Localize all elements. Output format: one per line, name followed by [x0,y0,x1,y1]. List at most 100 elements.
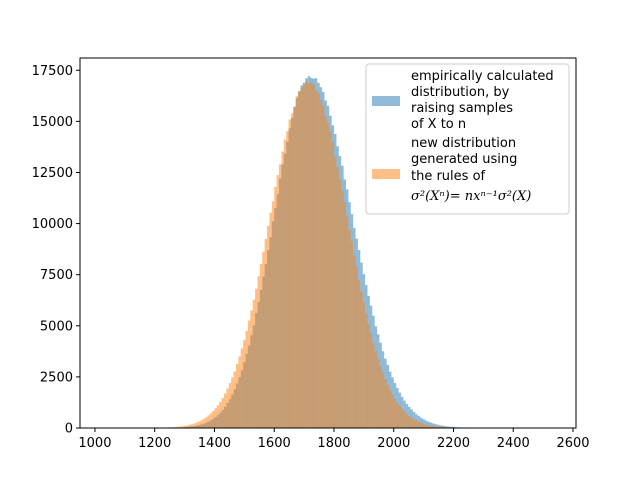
legend-new-line-3: the rules of [411,169,486,184]
histogram-bar [204,417,208,428]
histogram-bar [305,81,308,428]
x-tick-label: 1800 [317,436,350,451]
x-tick-label: 1200 [138,436,171,451]
histogram-bar [281,151,284,428]
histogram-bar [345,215,349,428]
histogram-bar [384,379,387,428]
histogram-bar [439,426,442,428]
histogram-bar [424,424,428,428]
histogram-bar [274,186,277,428]
x-tick-label: 1400 [198,436,231,451]
histogram-bar [188,424,191,428]
legend-box [365,63,570,215]
histogram-bar [372,342,375,428]
histogram-bar [317,92,320,428]
histogram-bar [417,421,421,428]
histogram-bar [386,384,390,428]
legend-new-formula: σ²(Xⁿ)= nxⁿ⁻¹σ²(X) [411,189,531,204]
histogram-bar [283,139,287,429]
histogram-bar [431,423,435,428]
histogram-bar [200,420,203,428]
y-tick-label: 0 [65,422,73,437]
legend-new-line-1: new distribution [411,136,516,151]
histogram-bar [329,131,332,428]
legend: empirically calculated distribution, by … [365,63,570,215]
histogram-bar [338,179,342,428]
histogram-bar [429,422,433,428]
histogram-bar [448,426,452,428]
histogram-bar [341,190,344,428]
histogram-bar [269,212,272,428]
histogram-bar [434,424,437,428]
y-tick-label: 7500 [40,268,73,283]
histogram-bar [427,421,430,428]
histogram-bar [424,420,428,428]
histogram-bar [278,164,282,429]
y-tick-label: 2500 [40,370,73,385]
histogram-bar [178,426,182,428]
histogram-bar [403,411,406,428]
histogram-bar [288,119,291,428]
histogram-bar [357,280,361,428]
histogram-bar [209,413,213,428]
histogram-bar [183,425,186,428]
histogram-bar [331,141,335,428]
histogram-bar [353,255,356,428]
histogram-bar [420,422,423,428]
x-tick-label: 1600 [258,436,291,451]
histogram-bar [367,323,370,428]
histogram-bar [245,331,248,428]
legend-new-line-2: generated using [411,152,517,167]
histogram-bar [446,426,449,428]
x-tick-label: 2200 [437,436,470,451]
histogram-bar [207,415,210,428]
histogram-bar [185,425,189,428]
histogram-bar [443,426,447,428]
x-tick-label: 1000 [78,436,111,451]
histogram-bar [326,123,330,428]
histogram-bar [190,424,193,428]
histogram-bar [333,156,337,428]
histogram-bar [298,91,301,428]
histogram-bar [398,405,401,428]
histogram-bar [240,348,244,428]
histogram-bar [405,413,409,428]
histogram-bar [192,423,196,428]
histogram-bar [427,425,430,428]
histogram-bar [381,372,385,428]
histogram-bar [293,106,296,429]
histogram-bar [250,310,253,428]
histogram-bar [393,398,397,428]
histogram-bar [388,389,392,428]
histogram-bar [264,238,268,428]
histogram-bar [412,419,416,428]
histogram-bar [257,276,260,428]
histogram-bar [247,320,251,428]
histogram-bar [434,426,437,428]
histogram-bar [312,84,315,428]
histogram-bar [271,201,275,428]
histogram-bar [295,95,299,429]
histogram-bar [290,113,294,429]
histogram-bar [343,202,346,428]
histogram-bar [300,87,303,429]
y-tick-label: 12500 [32,166,73,181]
histogram-bar [262,251,265,428]
histogram-bar [415,420,418,428]
histogram-bar [276,175,280,428]
histogram-bar [360,291,363,428]
histogram-bar [355,266,358,428]
histogram-bar [214,408,217,428]
histogram-bar [431,425,435,428]
legend-empirical-line-1: empirically calculated [411,69,554,84]
y-tick-label: 10000 [32,217,73,232]
legend-empirical-line-2: distribution, by [411,85,510,100]
histogram-bar [212,410,215,428]
histogram-bar [422,423,425,428]
histogram-bar [396,402,399,428]
histogram-bar [441,425,444,428]
histogram-bar [226,388,229,428]
histogram-bar [436,424,440,428]
y-tick-label: 5000 [40,319,73,334]
histogram-bar [224,393,227,428]
